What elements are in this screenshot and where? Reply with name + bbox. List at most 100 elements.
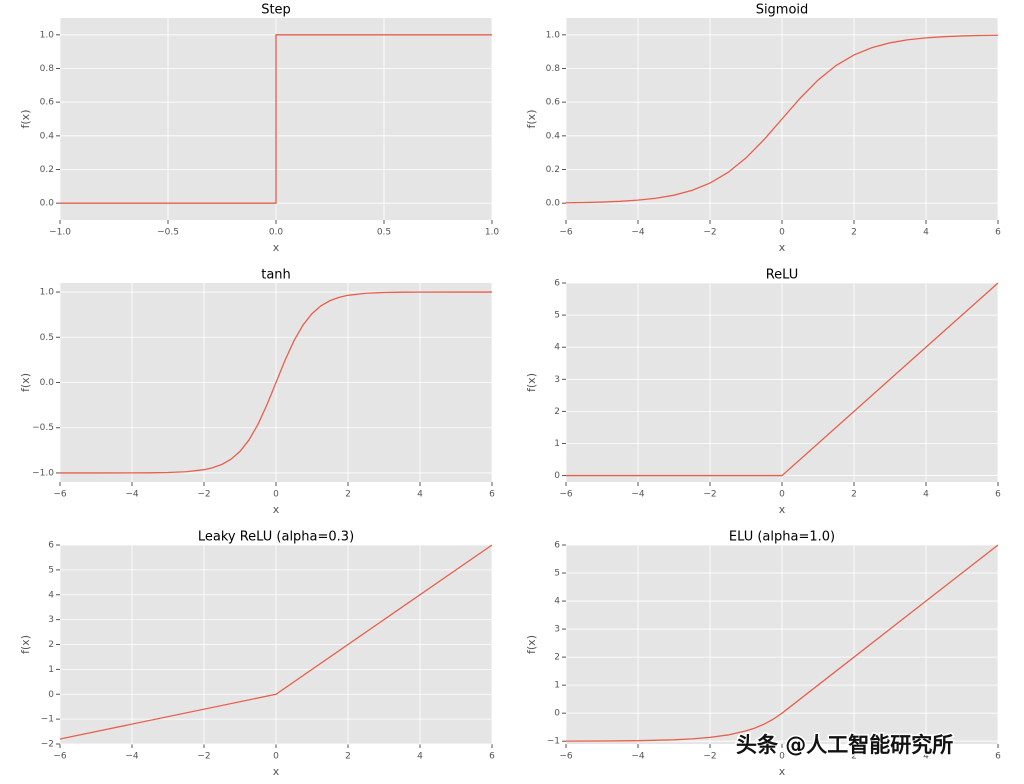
- y-tick-label: −1: [41, 715, 54, 725]
- x-tick-label: 0: [273, 490, 279, 500]
- function-line: [59, 544, 493, 740]
- x-tick-label: −2: [703, 752, 716, 762]
- y-tick-label: 0: [48, 690, 54, 700]
- x-axis-label: x: [273, 765, 280, 778]
- x-tick-label: −4: [125, 752, 139, 762]
- x-tick-label: 6: [995, 228, 1001, 238]
- y-tick-label: 0.0: [40, 199, 55, 209]
- y-tick-label: 3: [48, 615, 54, 625]
- x-tick-label: −2: [197, 490, 210, 500]
- x-tick-label: 4: [923, 490, 929, 500]
- x-tick-label: 6: [489, 490, 495, 500]
- y-tick-label: 6: [48, 541, 54, 551]
- y-tick-label: −1: [547, 737, 560, 747]
- function-line: [565, 34, 999, 204]
- x-tick-label: −2: [703, 490, 716, 500]
- x-tick-label: 0.5: [377, 228, 391, 238]
- function-line: [59, 291, 493, 474]
- x-tick-label: 4: [417, 490, 423, 500]
- x-tick-label: 2: [345, 752, 351, 762]
- x-tick-label: −4: [631, 228, 645, 238]
- function-line: [565, 544, 999, 742]
- x-tick-label: −2: [703, 228, 716, 238]
- x-tick-label: −4: [125, 490, 139, 500]
- y-tick-label: 0.2: [40, 165, 54, 175]
- x-tick-label: 2: [851, 490, 857, 500]
- y-tick-label: 0.6: [546, 98, 561, 108]
- x-tick-label: 0: [779, 752, 785, 762]
- x-tick-label: −6: [559, 228, 573, 238]
- x-tick-label: −0.5: [157, 228, 179, 238]
- y-tick-label: 0.8: [546, 64, 561, 74]
- y-tick-label: 4: [554, 597, 560, 607]
- y-axis-label: f(x): [525, 635, 538, 654]
- watermark: 头条 @人工智能研究所: [736, 733, 953, 757]
- y-tick-label: 0.0: [40, 378, 55, 388]
- y-axis-label: f(x): [525, 110, 538, 129]
- function-line: [60, 34, 492, 204]
- x-axis-label: x: [273, 241, 280, 254]
- y-tick-label: 2: [48, 640, 54, 650]
- x-tick-label: −6: [53, 752, 67, 762]
- chart-title: Sigmoid: [756, 3, 809, 18]
- x-tick-label: 4: [923, 752, 929, 762]
- chart-title: Step: [261, 3, 291, 18]
- chart-title: Leaky ReLU (alpha=0.3): [198, 530, 354, 545]
- y-tick-label: 1.0: [546, 30, 561, 40]
- x-axis-label: x: [779, 503, 786, 516]
- x-tick-label: 2: [345, 490, 351, 500]
- x-tick-label: 0: [779, 228, 785, 238]
- y-tick-label: 6: [554, 541, 560, 551]
- x-tick-label: 6: [995, 490, 1001, 500]
- x-axis-label: x: [273, 503, 280, 516]
- y-tick-label: −1.0: [32, 468, 54, 478]
- y-tick-label: 4: [48, 590, 54, 600]
- x-tick-label: 0.0: [269, 228, 284, 238]
- y-tick-label: 6: [554, 279, 560, 289]
- y-tick-label: 3: [554, 375, 560, 385]
- y-tick-label: 0.8: [40, 64, 55, 74]
- y-tick-label: 0.2: [546, 165, 560, 175]
- y-tick-label: 1: [554, 439, 560, 449]
- y-tick-label: 1.0: [40, 30, 55, 40]
- y-axis-label: f(x): [19, 373, 32, 392]
- chart-title: tanh: [261, 268, 291, 283]
- y-tick-label: 0.4: [40, 131, 55, 141]
- x-tick-label: −2: [197, 752, 210, 762]
- x-tick-label: 1.0: [485, 228, 500, 238]
- x-tick-label: −4: [631, 752, 645, 762]
- x-tick-label: 0: [273, 752, 279, 762]
- x-tick-label: −6: [559, 490, 573, 500]
- x-tick-label: 2: [851, 752, 857, 762]
- x-tick-label: 4: [923, 228, 929, 238]
- y-tick-label: 2: [554, 653, 560, 663]
- x-tick-label: −6: [559, 752, 573, 762]
- y-tick-label: 0.5: [40, 333, 54, 343]
- x-tick-label: 2: [851, 228, 857, 238]
- y-tick-label: 5: [554, 569, 560, 579]
- x-tick-label: −4: [631, 490, 645, 500]
- x-tick-label: 6: [995, 752, 1001, 762]
- y-tick-label: 5: [554, 311, 560, 321]
- y-tick-label: 0.4: [546, 131, 561, 141]
- y-tick-label: −0.5: [32, 423, 54, 433]
- y-axis-label: f(x): [19, 110, 32, 129]
- chart-title: ReLU: [766, 268, 799, 283]
- y-tick-label: 0.0: [546, 199, 561, 209]
- y-tick-label: 5: [48, 565, 54, 575]
- y-axis-label: f(x): [19, 635, 32, 654]
- y-tick-label: 3: [554, 625, 560, 635]
- x-tick-label: −1.0: [49, 228, 71, 238]
- y-tick-label: 1.0: [40, 288, 55, 298]
- y-tick-label: −2: [41, 740, 54, 750]
- x-axis-label: x: [779, 241, 786, 254]
- y-axis-label: f(x): [525, 373, 538, 392]
- y-tick-label: 4: [554, 343, 560, 353]
- x-tick-label: −6: [53, 490, 67, 500]
- y-tick-label: 1: [48, 665, 54, 675]
- x-tick-label: 0: [779, 490, 785, 500]
- x-tick-label: 6: [489, 752, 495, 762]
- x-tick-label: 4: [417, 752, 423, 762]
- x-axis-label: x: [779, 765, 786, 778]
